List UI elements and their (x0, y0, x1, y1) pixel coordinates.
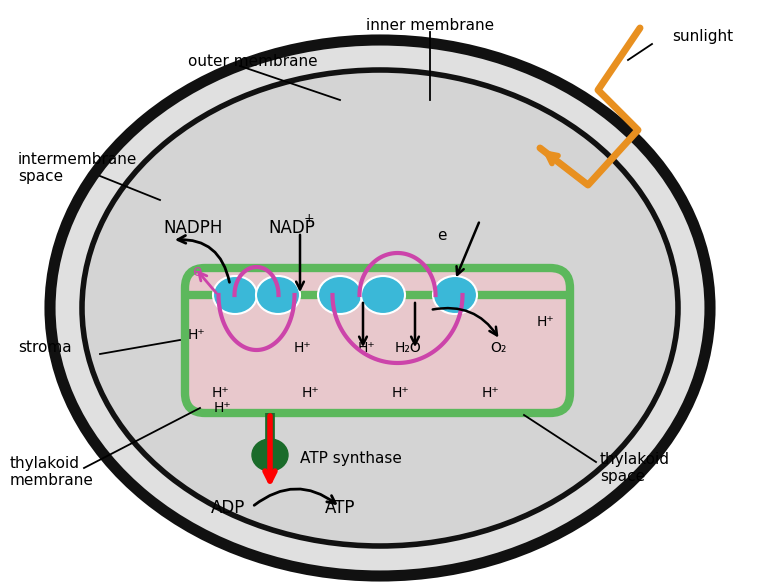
Text: H⁺: H⁺ (391, 386, 409, 400)
Text: H⁺: H⁺ (537, 315, 554, 329)
Text: +: + (304, 211, 315, 224)
Text: ATP synthase: ATP synthase (300, 450, 402, 465)
Text: stroma: stroma (18, 340, 71, 356)
Text: thylakoid
membrane: thylakoid membrane (10, 456, 94, 488)
Text: H⁺: H⁺ (214, 401, 231, 415)
Ellipse shape (213, 276, 257, 314)
Text: ATP: ATP (325, 499, 355, 517)
Text: H⁺: H⁺ (481, 386, 499, 400)
Text: H⁺: H⁺ (357, 341, 375, 355)
Text: H⁺: H⁺ (301, 386, 318, 400)
Text: thylakoid
space: thylakoid space (600, 452, 670, 484)
Text: H₂O: H₂O (394, 341, 421, 355)
Ellipse shape (318, 276, 362, 314)
Ellipse shape (256, 276, 300, 314)
Ellipse shape (252, 439, 288, 471)
Text: e: e (437, 228, 447, 244)
Ellipse shape (433, 276, 477, 314)
Text: H⁺: H⁺ (187, 328, 204, 342)
Text: e: e (192, 265, 201, 280)
Text: intermembrane
space: intermembrane space (18, 152, 138, 184)
Text: NADPH: NADPH (163, 219, 223, 237)
Text: NADP: NADP (268, 219, 315, 237)
FancyBboxPatch shape (185, 268, 570, 413)
Ellipse shape (361, 276, 405, 314)
Text: H⁺: H⁺ (293, 341, 311, 355)
Ellipse shape (50, 40, 710, 576)
Text: outer membrane: outer membrane (188, 54, 318, 69)
Ellipse shape (82, 70, 678, 546)
Text: O₂: O₂ (489, 341, 506, 355)
Text: H⁺: H⁺ (211, 386, 229, 400)
Text: ADP: ADP (211, 499, 245, 517)
Text: sunlight: sunlight (672, 29, 733, 43)
Text: inner membrane: inner membrane (366, 19, 494, 33)
